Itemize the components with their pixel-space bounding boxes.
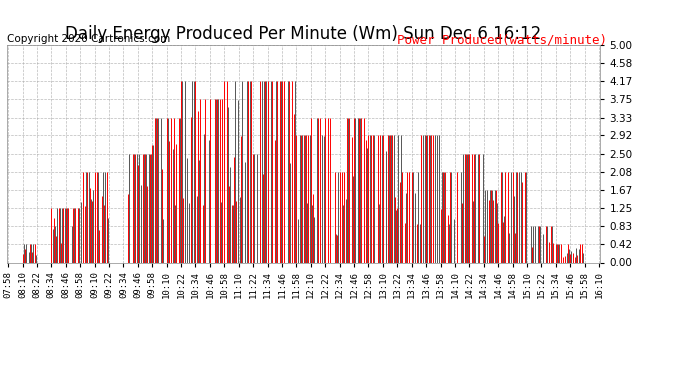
Title: Daily Energy Produced Per Minute (Wm) Sun Dec 6 16:12: Daily Energy Produced Per Minute (Wm) Su… (66, 26, 542, 44)
Text: Power Produced(watts/minute): Power Produced(watts/minute) (397, 34, 607, 47)
Text: Copyright 2020 Cartronics.com: Copyright 2020 Cartronics.com (7, 34, 170, 44)
